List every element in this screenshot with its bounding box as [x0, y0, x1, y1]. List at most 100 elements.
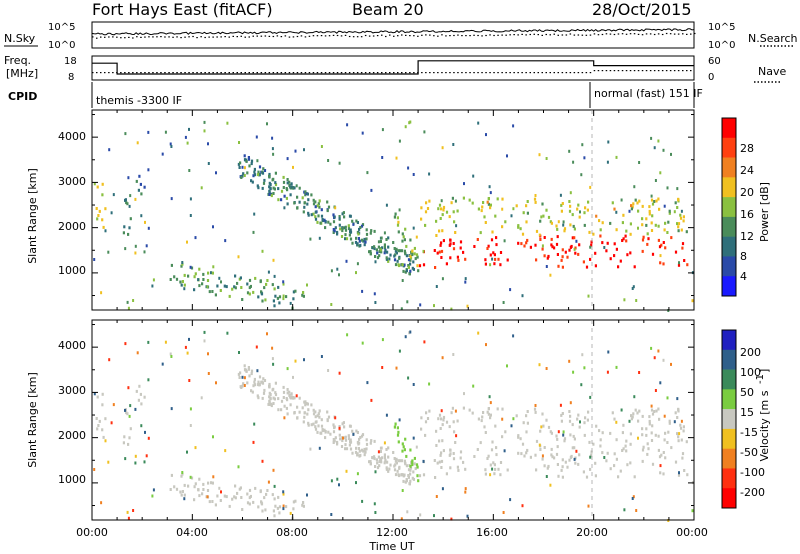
velocity-cell — [329, 432, 332, 436]
velocity-cell — [258, 375, 262, 379]
power-cell — [310, 193, 313, 197]
power-cell — [647, 237, 650, 241]
nave-point — [344, 72, 347, 74]
power-cb-tick-12: 12 — [740, 230, 754, 243]
velocity-speckle — [127, 516, 130, 520]
velocity-cell — [642, 445, 645, 449]
velocity-cell — [294, 499, 297, 503]
velocity-cell — [138, 384, 141, 388]
power-cell — [582, 260, 585, 264]
power-speckle — [338, 216, 341, 220]
xtick-1600: 16:00 — [476, 526, 508, 539]
velocity-cell — [439, 453, 442, 457]
velocity-cell — [332, 423, 335, 427]
power-cell — [266, 279, 269, 282]
power-cell — [269, 183, 272, 186]
nave-point — [617, 70, 620, 72]
nave-point — [108, 72, 110, 74]
velocity-cell — [123, 435, 126, 439]
velocity-cell — [263, 388, 266, 392]
velocity-cell — [422, 473, 426, 477]
velocity-cell — [273, 397, 276, 401]
power-cell — [535, 229, 539, 233]
power-cell — [401, 239, 404, 243]
nave-point — [268, 72, 271, 74]
power-speckle — [589, 245, 592, 249]
power-cell — [270, 194, 273, 198]
nave-point — [577, 72, 580, 74]
power-cb-tick-24: 24 — [740, 164, 754, 177]
velocity-cell — [304, 403, 307, 407]
velocity-cell — [658, 455, 662, 459]
velocity-cell — [282, 385, 285, 389]
power-cell — [613, 207, 616, 211]
search-noise-point — [308, 35, 311, 37]
velocity-cell — [599, 438, 602, 442]
search-noise-point — [216, 36, 218, 38]
power-speckle — [206, 285, 209, 289]
velocity-speckle — [650, 346, 653, 350]
power-cell — [292, 290, 295, 294]
power-cell — [333, 229, 336, 233]
velocity-cell — [434, 476, 437, 479]
velocity-cell — [394, 473, 398, 477]
velocity-cell — [459, 456, 462, 460]
velocity-cell — [641, 448, 645, 452]
power-cell — [584, 206, 587, 210]
velocity-cell — [239, 371, 242, 375]
velocity-cell — [547, 425, 551, 429]
power-cell — [448, 243, 451, 247]
velocity-cell — [380, 460, 383, 464]
power-cell — [666, 231, 669, 234]
colorbar-swatch — [722, 197, 736, 218]
power-cell — [95, 207, 98, 210]
velocity-speckle — [330, 479, 333, 483]
noise-right-label: N.Search — [748, 32, 798, 45]
nave-point — [593, 70, 596, 72]
power-cell — [442, 205, 446, 209]
velocity-cell — [320, 424, 324, 428]
velocity-speckle — [93, 468, 96, 471]
velocity-cell — [408, 482, 411, 486]
nave-point — [316, 72, 319, 74]
velocity-cell — [553, 456, 556, 460]
velocity-cell — [556, 463, 559, 466]
power-cell — [344, 233, 347, 237]
velocity-speckle — [266, 332, 268, 336]
power-cell — [351, 219, 354, 223]
velocity-speckle — [589, 455, 592, 459]
velocity-cell — [555, 452, 559, 456]
power-cell — [239, 276, 242, 280]
power-cell — [349, 230, 353, 234]
colorbar-swatch — [722, 236, 736, 257]
power-cell — [563, 227, 567, 231]
velocity-speckle — [521, 504, 524, 508]
power-cell — [439, 217, 442, 220]
velocity-speckle — [152, 488, 155, 492]
velocity-cell — [522, 421, 525, 425]
velocity-cell — [424, 433, 427, 437]
velocity-cell — [342, 421, 345, 425]
velocity-cell — [482, 411, 485, 414]
power-cell — [556, 253, 559, 256]
nave-point — [633, 70, 636, 72]
power-cell — [609, 257, 612, 261]
search-noise-point — [537, 34, 539, 36]
power-speckle — [374, 301, 377, 304]
velocity-cell — [277, 397, 280, 401]
power-cell — [397, 220, 400, 224]
velocity-cell — [248, 502, 251, 506]
velocity-speckle — [144, 430, 146, 434]
search-noise-point — [573, 34, 576, 36]
velocity-speckle — [653, 356, 656, 360]
nave-point — [441, 72, 443, 74]
power-cell — [293, 201, 296, 205]
velocity-cell — [369, 460, 372, 463]
velocity-cell — [320, 418, 323, 422]
velocity-cell — [314, 420, 317, 424]
velocity-speckle — [147, 378, 150, 382]
power-cell — [378, 250, 381, 253]
velocity-cell — [452, 457, 456, 461]
power-cell — [348, 233, 351, 237]
velocity-cell — [677, 439, 680, 443]
